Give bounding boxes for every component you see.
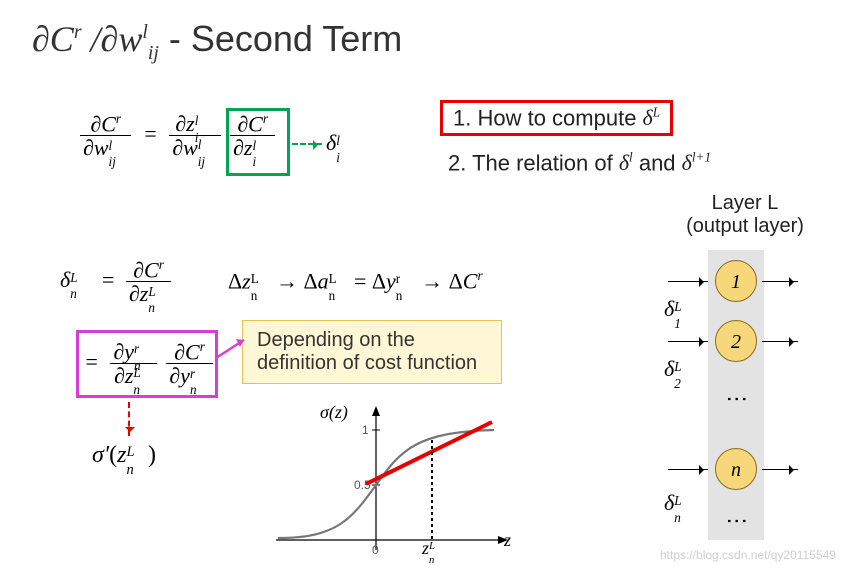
sigmoid-plot: 1 0.5 0 σ(z) z zLn	[256, 400, 516, 575]
svg-text:0: 0	[372, 543, 379, 557]
yellow-note: Depending on the definition of cost func…	[242, 320, 502, 384]
green-highlight-box	[226, 108, 290, 176]
vdots-2: ⋮	[732, 510, 741, 532]
chain-text: ΔzLn → ΔaLn = Δyrn → ΔCr	[228, 268, 483, 294]
sigmoid-ylabel: σ(z)	[320, 402, 348, 423]
title-suffix: - Second Term	[159, 18, 402, 59]
arrow-in-1	[668, 281, 708, 282]
list-item-1-box: 1. How to compute δL	[440, 100, 673, 136]
sigmoid-xlabel: z	[504, 530, 511, 551]
vdots-1: ⋮	[732, 388, 741, 410]
svg-text:1: 1	[362, 423, 369, 437]
arrow-in-2	[668, 341, 708, 342]
watermark: https://blog.csdn.net/qy20115549	[660, 548, 836, 562]
yellow-line1: Depending on the	[257, 329, 487, 352]
red-down-arrow	[128, 402, 130, 436]
delta-2: δL2	[664, 356, 701, 382]
yellow-line2: definition of cost function	[257, 352, 487, 375]
list-item-1: 1. How to compute	[453, 105, 643, 130]
neuron-n: n	[715, 448, 757, 490]
delta-n: δLn	[664, 490, 701, 516]
title-slash: /	[82, 19, 101, 59]
delta-il: δli	[326, 130, 356, 156]
neuron-1: 1	[715, 260, 757, 302]
green-arrow	[292, 143, 322, 145]
sigmoid-marker: zLn	[422, 538, 445, 559]
title-math-1: ∂Cr	[32, 19, 82, 59]
arrow-out-1	[762, 281, 798, 282]
magenta-highlight-box	[76, 330, 218, 398]
arrow-out-2	[762, 341, 798, 342]
arrow-in-n	[668, 469, 708, 470]
magenta-connector	[214, 336, 246, 366]
title-math-2: ∂wlij	[101, 19, 159, 59]
slide-title: ∂Cr /∂wlij - Second Term	[32, 18, 402, 65]
neuron-2: 2	[715, 320, 757, 362]
layer-title: Layer L(output layer)	[660, 192, 830, 238]
eq2: δLn = ∂Cr∂zLn	[60, 258, 171, 306]
sigma-prime: σ′(zLn)	[92, 442, 156, 469]
list-item-2: 2. The relation of δl and δl+1	[448, 150, 711, 176]
arrow-out-n	[762, 469, 798, 470]
delta-1: δL1	[664, 296, 701, 322]
